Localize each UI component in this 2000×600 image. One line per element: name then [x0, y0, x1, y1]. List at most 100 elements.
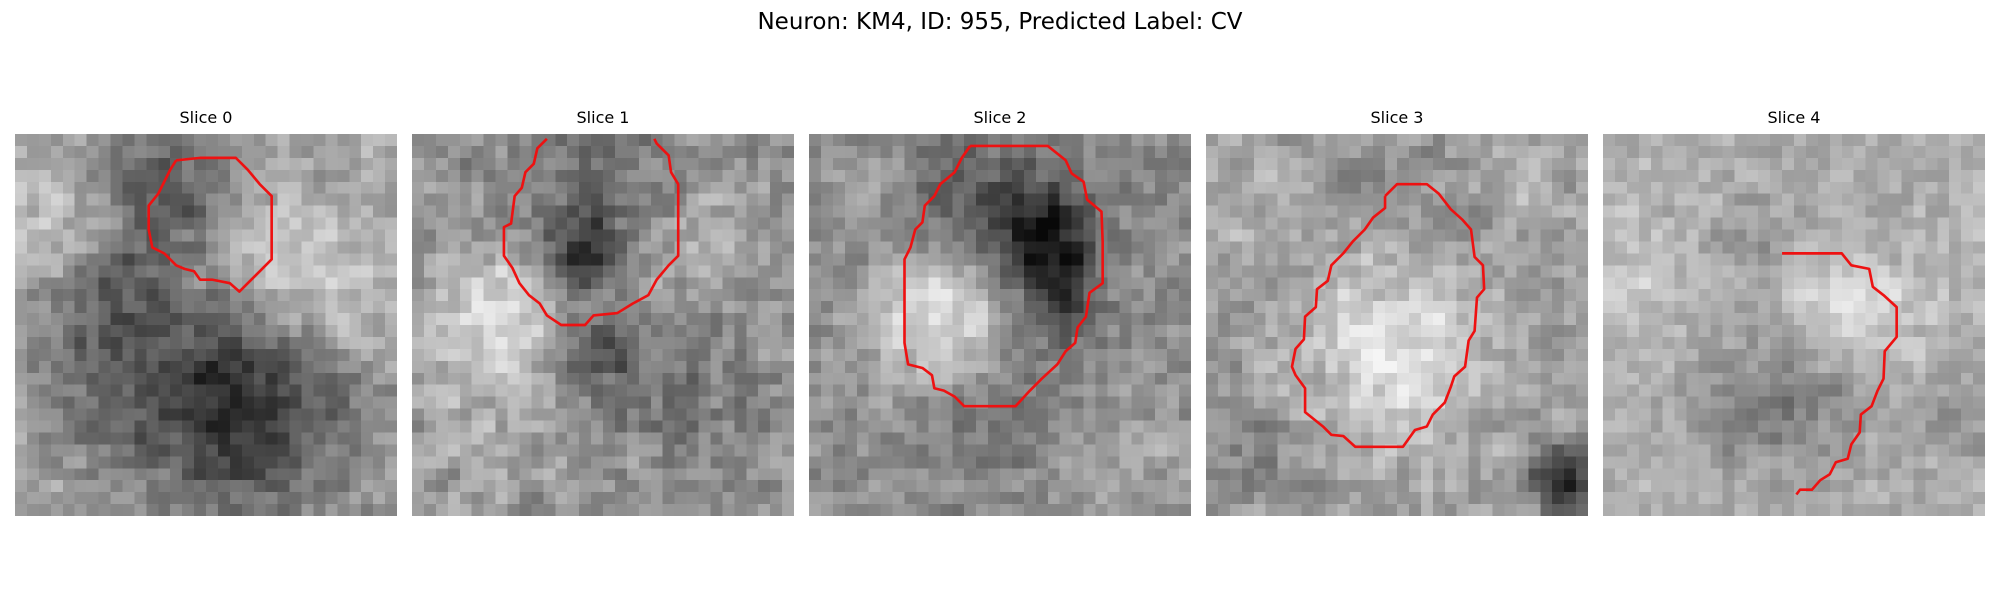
image-pixel	[229, 181, 243, 194]
image-pixel	[1552, 205, 1565, 218]
image-pixel	[722, 217, 735, 230]
image-pixel	[1289, 384, 1302, 397]
image-pixel	[1107, 277, 1120, 290]
image-pixel	[1408, 301, 1422, 314]
image-pixel	[698, 193, 711, 206]
image-pixel	[638, 193, 651, 206]
image-pixel	[892, 229, 905, 242]
image-pixel	[459, 396, 472, 409]
image-pixel	[809, 181, 822, 194]
image-pixel	[1444, 265, 1457, 278]
image-pixel	[662, 432, 675, 445]
image-pixel	[758, 384, 771, 397]
image-pixel	[1432, 408, 1445, 421]
image-pixel	[50, 193, 63, 206]
image-pixel	[1301, 468, 1314, 481]
image-pixel	[1889, 205, 1902, 218]
image-pixel	[62, 205, 75, 218]
image-pixel	[1710, 360, 1723, 373]
image-pixel	[1011, 384, 1025, 397]
image-pixel	[1143, 420, 1156, 433]
image-pixel	[206, 253, 219, 266]
image-pixel	[435, 277, 449, 290]
image-pixel	[1217, 325, 1231, 338]
image-pixel	[820, 420, 834, 433]
image-pixel	[38, 301, 52, 314]
image-pixel	[698, 169, 711, 182]
image-pixel	[964, 289, 977, 302]
image-pixel	[1143, 492, 1156, 505]
image-pixel	[435, 193, 449, 206]
image-pixel	[301, 157, 314, 171]
image-pixel	[1782, 444, 1795, 457]
image-pixel	[531, 504, 544, 516]
image-pixel	[1614, 336, 1628, 350]
image-pixel	[1853, 134, 1866, 147]
image-pixel	[1289, 420, 1302, 433]
image-pixel	[1674, 408, 1687, 421]
image-pixel	[1217, 492, 1231, 505]
image-pixel	[1504, 468, 1517, 481]
image-pixel	[1107, 193, 1120, 206]
image-pixel	[1564, 432, 1577, 445]
image-pixel	[555, 444, 568, 457]
image-pixel	[976, 277, 989, 290]
image-pixel	[1662, 289, 1675, 302]
image-pixel	[710, 420, 723, 433]
image-pixel	[820, 444, 834, 457]
image-pixel	[15, 205, 28, 218]
image-pixel	[1179, 396, 1191, 409]
image-pixel	[423, 313, 437, 326]
image-pixel	[579, 169, 592, 182]
image-pixel	[325, 289, 338, 302]
image-pixel	[1107, 456, 1120, 469]
image-pixel	[1662, 348, 1675, 362]
image-pixel	[301, 444, 314, 457]
image-pixel	[770, 169, 783, 182]
image-pixel	[1361, 432, 1374, 445]
image-pixel	[904, 325, 917, 338]
image-pixel	[98, 444, 111, 457]
image-pixel	[1865, 384, 1878, 397]
image-pixel	[1217, 348, 1231, 362]
image-pixel	[62, 480, 75, 493]
image-pixel	[746, 313, 759, 326]
image-pixel	[988, 468, 1001, 481]
image-pixel	[1841, 241, 1854, 254]
image-pixel	[1229, 181, 1243, 194]
image-pixel	[1603, 325, 1616, 338]
image-pixel	[820, 408, 834, 421]
image-pixel	[1432, 289, 1445, 302]
image-pixel	[1155, 169, 1168, 182]
image-pixel	[471, 480, 484, 493]
image-pixel	[313, 169, 326, 182]
image-pixel	[447, 145, 460, 159]
image-pixel	[1361, 348, 1374, 362]
image-pixel	[1155, 468, 1168, 481]
image-pixel	[277, 277, 290, 290]
image-pixel	[1444, 420, 1457, 433]
image-pixel	[146, 396, 159, 409]
image-pixel	[1325, 408, 1338, 421]
image-pixel	[1698, 444, 1711, 457]
image-pixel	[1865, 444, 1878, 457]
image-pixel	[1540, 193, 1553, 206]
image-pixel	[217, 492, 231, 505]
image-pixel	[1841, 360, 1854, 373]
image-pixel	[1095, 169, 1108, 182]
image-pixel	[844, 289, 857, 302]
image-pixel	[1937, 145, 1950, 159]
image-pixel	[1349, 384, 1362, 397]
image-pixel	[614, 325, 628, 338]
image-pixel	[543, 253, 556, 266]
image-pixel	[1937, 157, 1950, 171]
image-pixel	[1480, 134, 1493, 147]
image-pixel	[1047, 157, 1060, 171]
image-pixel	[614, 253, 628, 266]
image-pixel	[1349, 145, 1362, 159]
image-pixel	[1071, 289, 1084, 302]
image-pixel	[543, 456, 556, 469]
image-pixel	[782, 408, 794, 421]
image-pixel	[543, 325, 556, 338]
image-pixel	[1265, 432, 1278, 445]
